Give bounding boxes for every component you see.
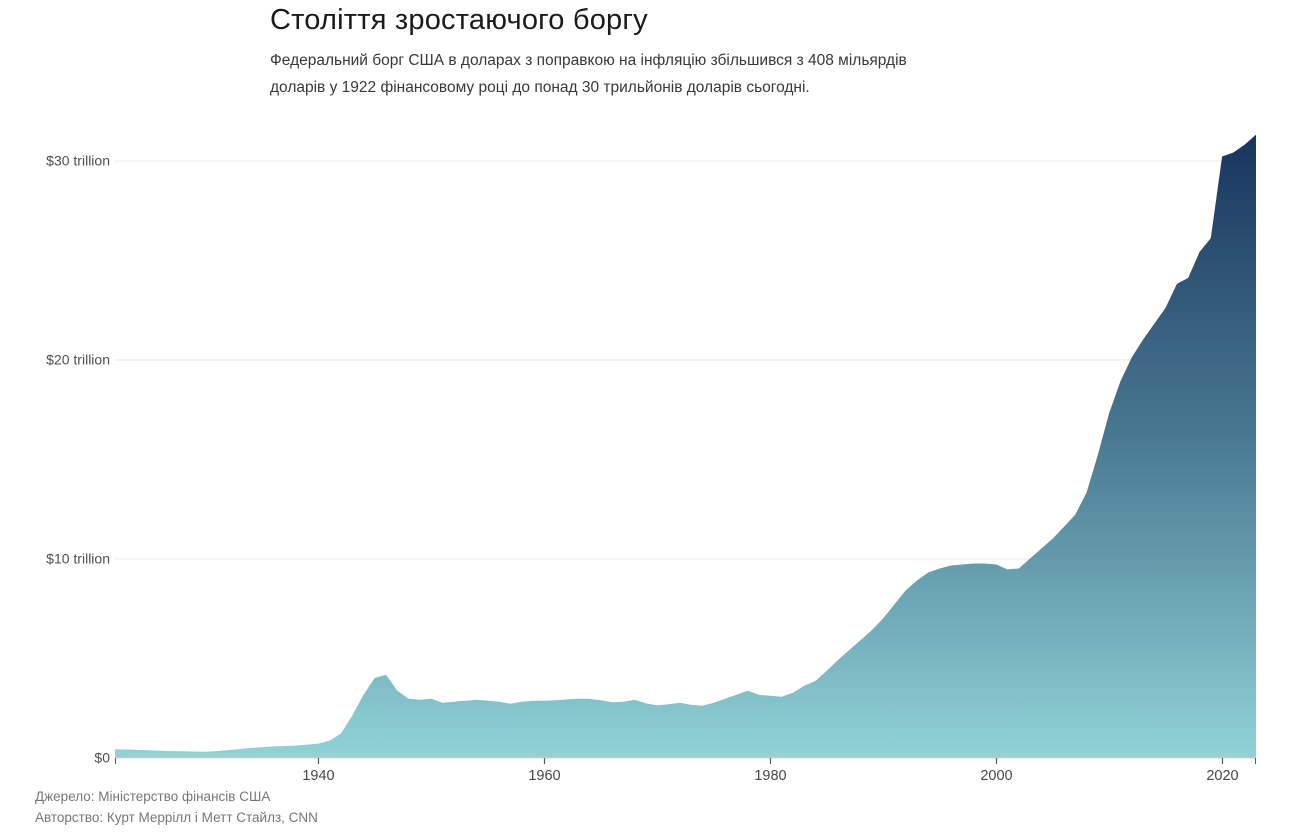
x-axis-label-1960: 1960 xyxy=(528,768,560,784)
chart-subtitle-line-1: Федеральний борг США в доларах з поправк… xyxy=(270,52,907,69)
x-axis-label-1980: 1980 xyxy=(754,768,786,784)
x-axis-label-2000: 2000 xyxy=(980,768,1012,784)
y-axis-label-0: $0 xyxy=(94,750,110,766)
debt-area-series xyxy=(115,134,1256,758)
credit-note: Авторство: Курт Меррілл і Метт Стайлз, C… xyxy=(35,810,318,825)
y-axis-label-30: $30 trillion xyxy=(46,153,110,169)
x-axis-label-1940: 1940 xyxy=(302,768,334,784)
chart-subtitle-line-2: доларів у 1922 фінансовому році до понад… xyxy=(270,78,810,96)
chart-footer: Джерело: Міністерство фінансів США Автор… xyxy=(35,786,318,828)
y-axis-label-10: $10 trillion xyxy=(46,551,110,567)
chart-title: Століття зростаючого боргу xyxy=(270,4,648,36)
chart-subtitle: Федеральний борг США в доларах з поправк… xyxy=(270,48,1010,101)
chart-header: Століття зростаючого боргу Федеральний б… xyxy=(270,0,1010,101)
x-axis-label-2020: 2020 xyxy=(1206,768,1238,784)
y-axis-label-20: $20 trillion xyxy=(46,352,110,368)
source-note: Джерело: Міністерство фінансів США xyxy=(35,789,271,804)
